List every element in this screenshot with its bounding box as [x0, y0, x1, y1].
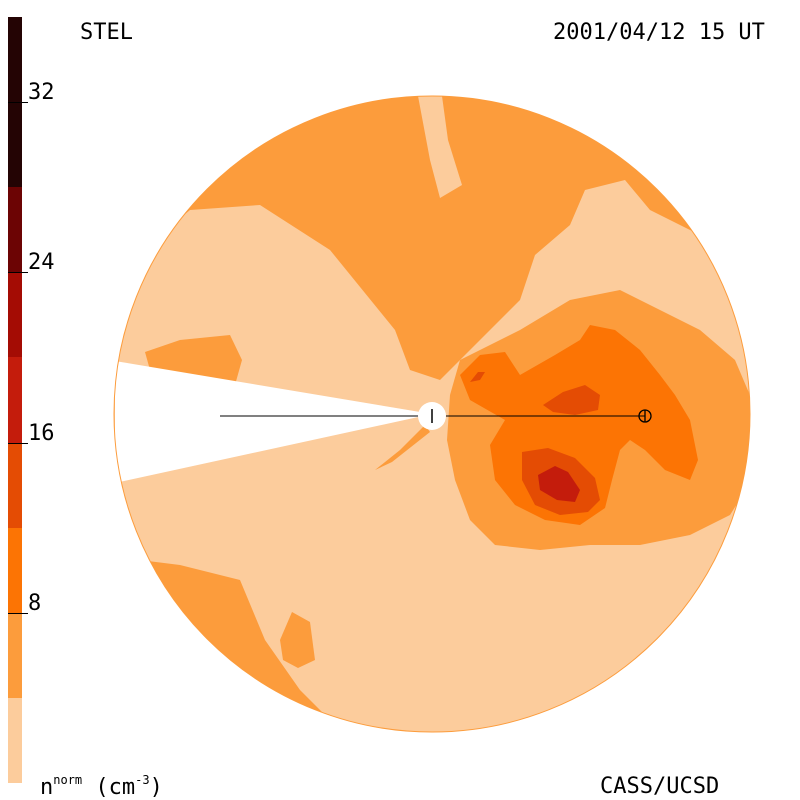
density-region-upper — [114, 96, 750, 380]
unit-superscript: norm — [53, 773, 83, 787]
colorbar-tick — [8, 442, 28, 444]
colorbar-segment — [8, 272, 22, 358]
density-blob-south — [280, 612, 315, 668]
timestamp-label: 2001/04/12 15 UT — [553, 20, 765, 45]
colorbar-segment — [8, 527, 22, 613]
credit-label: CASS/UCSD — [600, 774, 720, 799]
density-streak-north — [418, 96, 462, 198]
colorbar-tick-label: 16 — [28, 420, 55, 446]
density-disc — [114, 96, 750, 732]
density-finger-southwest — [375, 425, 430, 470]
colorbar-tick-label: 8 — [28, 590, 42, 616]
colorbar-tick-label: 24 — [28, 250, 55, 276]
occulted-sector — [115, 361, 432, 483]
colorbar-tick — [8, 102, 28, 104]
colorbar-segment — [8, 442, 22, 528]
colorbar-tick-label: 32 — [28, 80, 55, 106]
colorbar — [8, 17, 22, 783]
unit-base: n — [40, 775, 54, 800]
site-label: STEL — [80, 20, 133, 45]
density-peak — [538, 466, 580, 502]
disc-edge — [113, 95, 751, 733]
colorbar-segment — [8, 612, 22, 698]
colorbar-unit-label: nnorm (cm-3) — [40, 774, 163, 799]
colorbar-tick — [8, 612, 28, 614]
unit-rest: (cm — [82, 775, 136, 800]
colorbar-segment — [8, 187, 22, 273]
colorbar-segment — [8, 357, 22, 443]
unit-close: ) — [149, 775, 163, 800]
density-region-core — [460, 325, 698, 525]
unit-exponent: -3 — [135, 773, 150, 787]
colorbar-tick — [8, 272, 28, 274]
density-blob-east-core — [543, 385, 600, 415]
colorbar-segment — [8, 697, 22, 783]
density-blob-north-core — [470, 372, 485, 382]
